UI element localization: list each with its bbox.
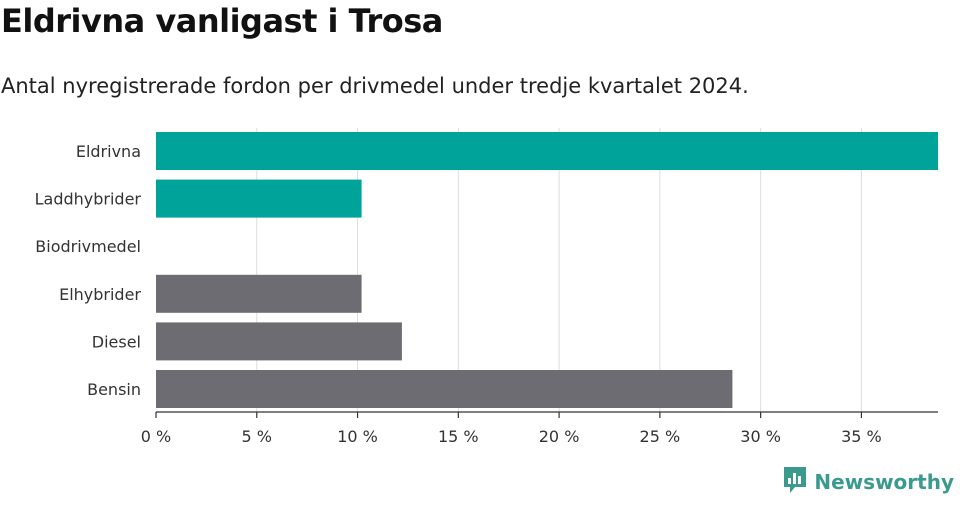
tick-label: 15 % [438,427,479,446]
x-axis-ticks: 0 % 5 % 10 % 15 % 20 % 25 % 30 % 35 % [141,412,882,446]
bar-chart: Eldrivna Laddhybrider Biodrivmedel Elhybrid… [35,128,938,446]
tick-label: 30 % [740,427,781,446]
grid-lines [256,128,862,412]
newsworthy-chart-icon [782,465,808,499]
category-label: Eldrivna [76,142,141,161]
category-label: Laddhybrider [35,190,142,209]
brand-name: Newsworthy [814,470,954,494]
tick-label: 20 % [539,427,580,446]
tick-label: 35 % [841,427,882,446]
chart-subtitle: Antal nyregistrerade fordon per drivmede… [1,74,749,98]
tick-label: 10 % [337,427,378,446]
tick-label: 25 % [640,427,681,446]
category-labels: Eldrivna Laddhybrider Biodrivmedel Elhybrid… [35,142,142,399]
category-label: Biodrivmedel [35,237,141,256]
category-label: Elhybrider [59,285,141,304]
bar-bensin [156,370,733,408]
category-label: Bensin [87,380,141,399]
tick-label: 5 % [242,427,272,446]
chart-title: Eldrivna vanligast i Trosa [1,2,443,40]
bars [156,132,938,408]
bar-elhybrider [156,274,362,313]
newsworthy-logo: Newsworthy [782,465,954,499]
bar-eldrivna [156,132,938,170]
bar-diesel [156,322,402,361]
bar-laddhybrider [156,179,362,218]
category-label: Diesel [92,332,141,351]
tick-label: 0 % [141,427,171,446]
